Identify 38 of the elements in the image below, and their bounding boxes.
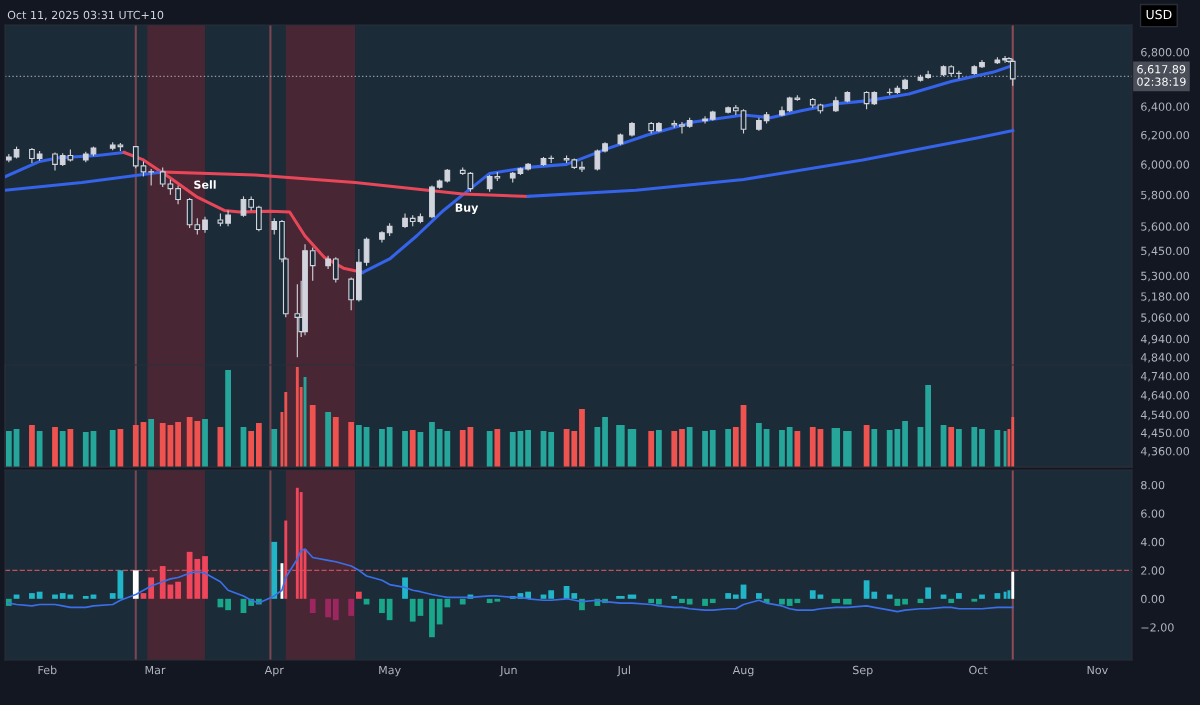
- y-tick-label: 4.00: [1140, 537, 1165, 547]
- y-tick-label: 4,360.00: [1140, 446, 1190, 457]
- x-tick-label: Jun: [499, 665, 517, 677]
- y-tick-label: 5,060.00: [1141, 313, 1190, 323]
- x-tick-label: Oct: [969, 665, 988, 675]
- annotation: Buy: [455, 203, 479, 215]
- y-tick-label: 4,840.00: [1140, 353, 1190, 363]
- x-tick-label: Sep: [853, 665, 873, 677]
- x-tick-label: Aug: [732, 665, 754, 677]
- x-tick-label: Jul: [617, 665, 630, 677]
- y-tick-label: 6,000.00: [1141, 160, 1190, 170]
- y-tick-label: −2.00: [1141, 623, 1174, 632]
- y-tick-label: 4,450.00: [1140, 428, 1190, 439]
- y-tick-label: 4,940.00: [1140, 334, 1190, 345]
- annotation: Sell: [194, 180, 216, 189]
- x-tick-label: Nov: [1087, 665, 1108, 675]
- y-tick-label: 2.00: [1141, 566, 1165, 575]
- x-tick-label: Apr: [264, 665, 284, 677]
- text: USD: [1146, 9, 1172, 20]
- chart-subtitle: Oct 11, 2025 03:31 UTC+10: [7, 10, 164, 21]
- x-tick-label: Mar: [145, 665, 166, 675]
- y-tick-label: 4,640.00: [1140, 391, 1190, 401]
- y-tick-label: 5,180.00: [1141, 292, 1190, 302]
- y-tick-label: 6,400.00: [1141, 102, 1190, 112]
- y-tick-label: 8.00: [1141, 480, 1165, 490]
- y-tick-label: 6.00: [1141, 509, 1165, 518]
- x-tick-label: May: [379, 665, 401, 677]
- y-tick-label: 5,600.00: [1141, 222, 1190, 232]
- y-tick-label: 4,740.00: [1140, 371, 1190, 382]
- y-tick-label: 5,300.00: [1141, 271, 1190, 282]
- ref-line-label: 6,617.89 02:38:19: [1137, 65, 1186, 86]
- y-tick-label: 6,200.00: [1141, 130, 1190, 141]
- y-tick-label: 6,800.00: [1141, 48, 1190, 58]
- y-tick-label: 0.00: [1141, 594, 1165, 604]
- x-tick-label: Feb: [38, 665, 57, 675]
- y-tick-label: 4,540.00: [1140, 410, 1190, 421]
- y-tick-label: 5,450.00: [1141, 246, 1190, 257]
- y-tick-label: 5,800.00: [1141, 190, 1190, 201]
